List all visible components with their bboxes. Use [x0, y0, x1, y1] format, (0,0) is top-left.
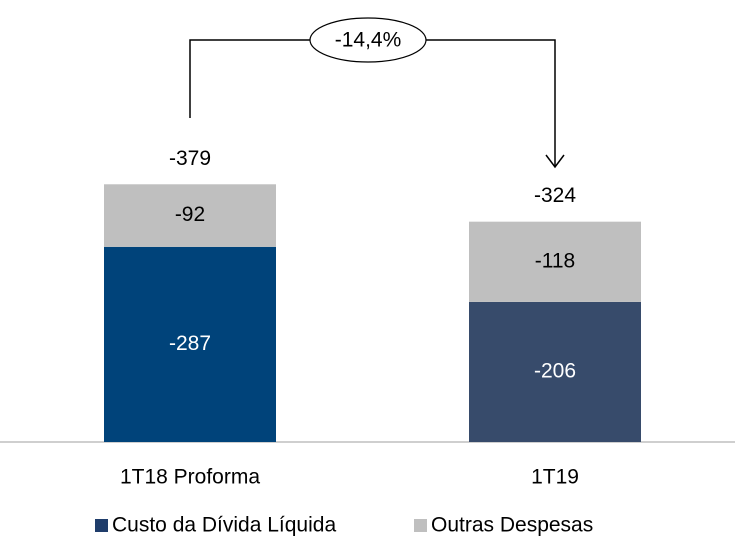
segment-label: -206 [534, 360, 576, 383]
legend-swatch [95, 519, 108, 532]
bar-segment [469, 221, 641, 302]
legend-label: Outras Despesas [431, 514, 593, 537]
annotation-bubble [309, 17, 427, 63]
legend-label: Custo da Dívida Líquida [112, 514, 336, 537]
total-label: -324 [534, 184, 576, 207]
x-tick-label: 1T19 [531, 466, 579, 489]
change-arrow [189, 39, 556, 166]
bar-segment [104, 246, 276, 442]
bar-segment [104, 184, 276, 247]
segment-label: -118 [535, 249, 575, 272]
bar-segment [469, 301, 641, 442]
arrow-head [545, 154, 565, 169]
segment-label: -92 [175, 203, 205, 226]
segment-label: -287 [169, 332, 211, 355]
legend-swatch [414, 519, 427, 532]
total-label: -379 [169, 147, 211, 170]
x-tick-label: 1T18 Proforma [120, 466, 260, 489]
annotation: -14,4% [335, 29, 402, 52]
